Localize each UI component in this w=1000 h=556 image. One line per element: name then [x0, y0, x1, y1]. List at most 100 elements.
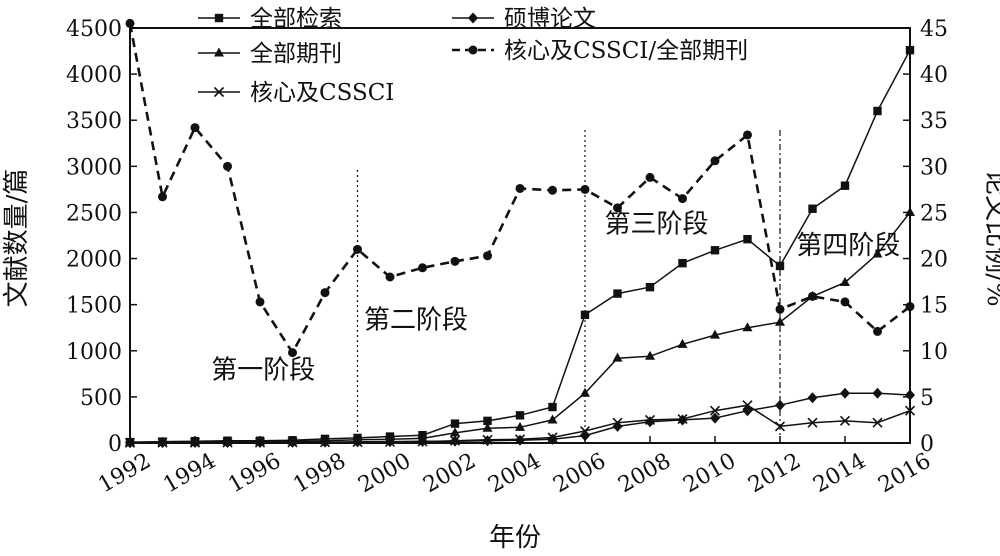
- data-point-s2-2006: [580, 387, 590, 397]
- data-point-s5-1992: [125, 18, 135, 28]
- data-point-s2-2004: [515, 421, 525, 431]
- data-point-s5-1994: [190, 123, 200, 133]
- data-point-s3-2016: [904, 405, 916, 416]
- data-point-s5-1998: [320, 288, 330, 298]
- y-left-tick-label: 1500: [66, 294, 122, 319]
- data-point-s4-2011: [742, 405, 753, 417]
- data-point-s4-1993: [157, 437, 168, 449]
- y-left-tick-label: 4500: [66, 17, 122, 42]
- stage-label-3: 第三阶段: [604, 210, 708, 240]
- y-right-tick-label: 20: [920, 248, 948, 273]
- data-point-s3-2014: [839, 415, 851, 426]
- x-axis-title: 年份: [489, 523, 541, 553]
- data-point-s3-2013: [807, 417, 818, 428]
- data-point-s2-2016: [905, 206, 915, 216]
- data-point-s5-2004: [515, 183, 525, 193]
- y-right-tick-label: 40: [920, 63, 948, 88]
- legend-item-4: 硕博论文: [452, 6, 596, 32]
- legend-marker: [468, 45, 478, 55]
- data-point-s4-2006: [580, 430, 590, 442]
- data-point-s4-2009: [677, 414, 688, 426]
- y-right-tick-label: 10: [920, 340, 948, 365]
- data-point-s1-2014: [840, 181, 850, 190]
- data-point-s5-2014: [840, 297, 850, 307]
- data-point-s4-2015: [872, 387, 883, 399]
- data-point-s5-2015: [873, 326, 882, 336]
- data-point-s1-2005: [548, 402, 557, 412]
- legend-label: 硕博论文: [504, 6, 596, 32]
- x-tick-label: 2012: [744, 449, 805, 499]
- data-point-s5-2013: [808, 291, 817, 301]
- legend-label: 核心及CSSCI: [250, 80, 394, 106]
- x-tick-label: 2010: [679, 449, 740, 499]
- data-point-s5-1996: [255, 297, 265, 307]
- legend-marker: [468, 12, 478, 24]
- y-right-tick-label: 25: [920, 201, 948, 226]
- y-right-tick-label: 45: [920, 17, 948, 42]
- data-point-s4-2016: [905, 389, 915, 401]
- y-right-tick-label: 0: [920, 432, 934, 457]
- data-point-s1-2012: [775, 261, 785, 271]
- y-right-tick-label: 15: [920, 294, 948, 319]
- data-point-s4-2005: [547, 433, 558, 445]
- series-line-2: [129, 211, 911, 444]
- y-left-tick-label: 1000: [66, 340, 122, 365]
- data-point-s1-2002: [450, 419, 460, 428]
- data-point-s1-2003: [483, 416, 492, 426]
- data-point-s5-2001: [418, 263, 427, 273]
- data-point-s5-2011: [743, 130, 752, 140]
- x-tick-label: 2006: [549, 449, 610, 499]
- stage-label-4: 第四阶段: [796, 231, 900, 261]
- data-point-s5-2007: [613, 203, 622, 213]
- data-point-s1-2011: [743, 234, 752, 244]
- data-point-s4-2010: [710, 412, 720, 424]
- data-point-s2-2005: [547, 414, 558, 424]
- data-point-s4-2003: [482, 435, 493, 447]
- legend-label: 全部期刊: [250, 41, 342, 67]
- data-point-s1-2007: [613, 289, 622, 298]
- data-point-s5-2003: [483, 251, 492, 261]
- data-point-s1-2015: [873, 106, 882, 116]
- data-point-s4-2012: [775, 399, 785, 411]
- data-point-s5-1997: [288, 348, 297, 358]
- data-point-s1-2006: [580, 310, 590, 320]
- data-point-s4-2013: [807, 392, 818, 404]
- data-point-s2-2002: [450, 427, 460, 437]
- data-point-s4-2001: [417, 435, 428, 447]
- y-axis-left-title: 文献数量/篇: [2, 169, 32, 308]
- data-point-s5-2000: [385, 272, 395, 282]
- data-point-s2-2010: [710, 329, 720, 339]
- data-point-s2-2014: [840, 277, 850, 287]
- x-tick-label: 1998: [289, 449, 350, 499]
- data-point-s2-2007: [612, 352, 623, 362]
- data-point-s4-1997: [287, 436, 298, 448]
- data-point-s5-1999: [353, 244, 362, 254]
- data-point-s1-2008: [645, 282, 655, 292]
- data-point-s1-2009: [678, 258, 687, 268]
- data-point-s3-2011: [742, 400, 753, 411]
- data-point-s2-2011: [742, 322, 753, 332]
- data-point-s5-1995: [223, 161, 232, 171]
- data-point-s1-2013: [808, 204, 817, 213]
- y-right-tick-label: 5: [920, 386, 934, 411]
- data-point-s2-2015: [872, 248, 883, 258]
- y-left-tick-label: 500: [80, 386, 122, 411]
- data-point-s4-1999: [352, 436, 363, 448]
- series-5: [125, 18, 915, 358]
- data-point-s2-2008: [645, 350, 655, 360]
- y-left-tick-label: 3500: [66, 109, 122, 134]
- data-point-s1-2010: [710, 246, 720, 255]
- x-tick-label: 2016: [874, 449, 935, 499]
- stage-label-2: 第二阶段: [364, 306, 468, 336]
- stage-label-1: 第一阶段: [211, 355, 315, 385]
- y-right-tick-label: 35: [920, 109, 948, 134]
- data-point-s3-2015: [872, 417, 883, 428]
- x-tick-label: 1994: [159, 449, 220, 499]
- legend-item-1: 全部检索: [198, 6, 342, 32]
- legend-marker: [214, 47, 224, 57]
- data-point-s3-2010: [709, 405, 721, 416]
- y-axis-right-title: 论文比例/%: [981, 169, 1000, 306]
- data-point-s4-2007: [612, 420, 623, 432]
